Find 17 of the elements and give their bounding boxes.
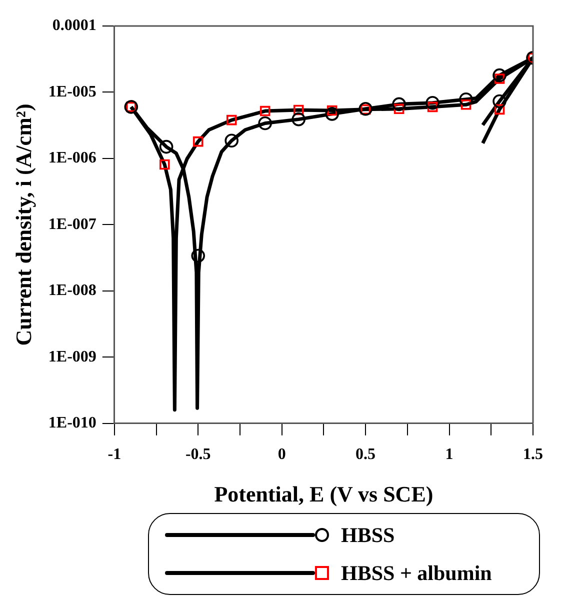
x-tick-label: 0.5 <box>356 446 376 464</box>
y-tick-label: 1E-010 <box>48 414 96 432</box>
x-tick-label: 1.5 <box>523 446 543 464</box>
y-tick-label: 0.0001 <box>52 17 96 34</box>
x-tick-label: 0 <box>278 446 286 464</box>
y-tick-label: 1E-007 <box>48 216 96 233</box>
y-tick-label: 1E-006 <box>48 150 96 167</box>
y-tick-label: 1E-008 <box>48 282 96 300</box>
legend-label: HBSS <box>341 522 395 548</box>
x-tick-label: 1 <box>445 446 454 464</box>
x-tick-label: -0.5 <box>185 446 211 464</box>
x-tick-label: -1 <box>108 446 122 464</box>
x-axis-title: Potential, E (V vs SCE) <box>214 481 434 506</box>
legend-label: HBSS + albumin <box>341 560 492 586</box>
y-axis-title: Current density, i (A/cm²) <box>10 104 36 346</box>
y-tick-label: 1E-009 <box>48 348 96 366</box>
y-tick-label: 1E-005 <box>48 83 96 100</box>
